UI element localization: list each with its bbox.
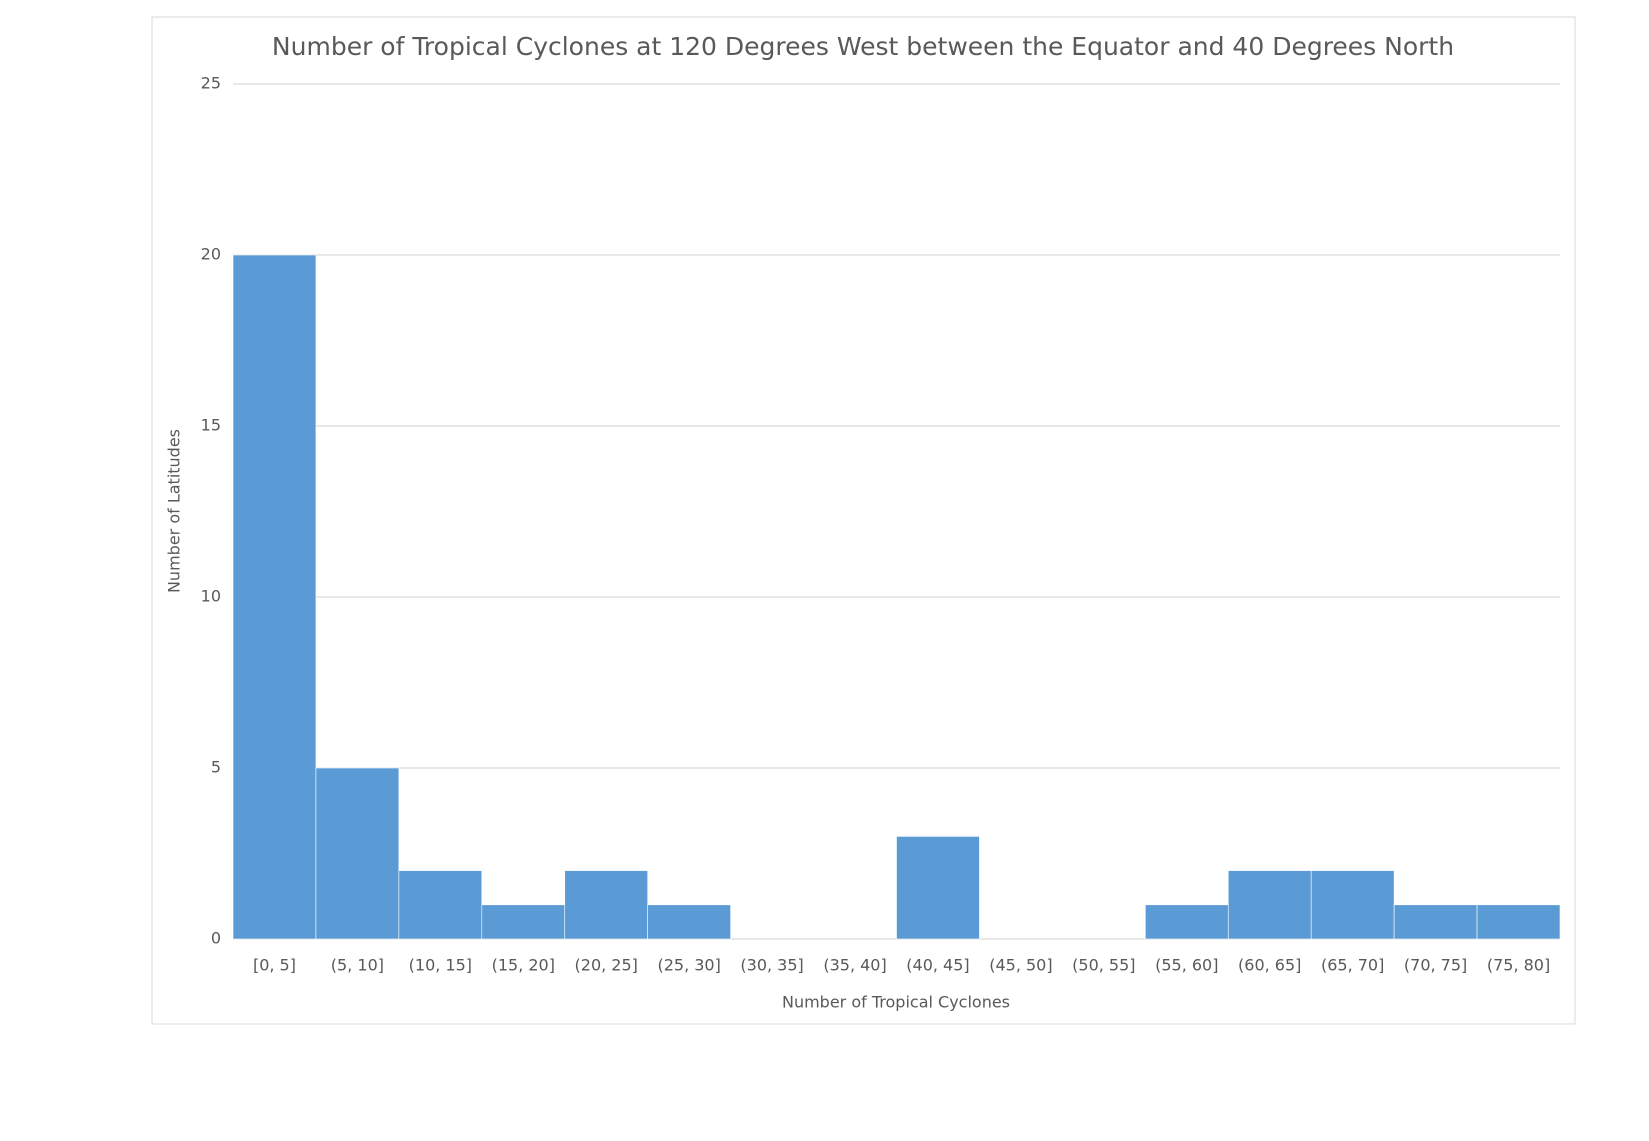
- bar: [896, 836, 980, 940]
- bar: [564, 870, 648, 940]
- x-tick-label: [0, 5]: [253, 956, 296, 975]
- y-tick-label: 10: [201, 587, 221, 606]
- bar: [1227, 870, 1312, 940]
- x-tick-label: (45, 50]: [989, 956, 1052, 975]
- x-tick-label: (70, 75]: [1404, 956, 1467, 975]
- bar: [1476, 904, 1561, 940]
- x-tick-label: (5, 10]: [331, 956, 384, 975]
- x-tick-label: (55, 60]: [1155, 956, 1218, 975]
- x-tick-label: (75, 80]: [1487, 956, 1550, 975]
- x-tick-label: (50, 55]: [1072, 956, 1135, 975]
- bar: [398, 870, 483, 940]
- y-tick-label: 5: [211, 758, 221, 777]
- bar: [1310, 870, 1395, 940]
- x-tick-label: (40, 45]: [906, 956, 969, 975]
- x-tick-label: (35, 40]: [823, 956, 886, 975]
- x-tick-label: (10, 15]: [409, 956, 472, 975]
- y-tick-label: 0: [211, 929, 221, 948]
- bar: [1145, 904, 1229, 940]
- y-tick-label: 25: [201, 74, 221, 93]
- x-tick-label: (15, 20]: [492, 956, 555, 975]
- y-tick-label: 15: [201, 416, 221, 435]
- x-tick-label: (65, 70]: [1321, 956, 1384, 975]
- x-tick-label: (60, 65]: [1238, 956, 1301, 975]
- x-tick-label: (30, 35]: [740, 956, 803, 975]
- x-tick-label: (25, 30]: [657, 956, 720, 975]
- x-tick-label: (20, 25]: [575, 956, 638, 975]
- y-axis-title: Number of Latitudes: [165, 429, 184, 593]
- bar: [315, 767, 400, 940]
- bar: [481, 904, 566, 940]
- chart-title: Number of Tropical Cyclones at 120 Degre…: [272, 32, 1454, 61]
- bar: [232, 254, 317, 940]
- bar: [647, 904, 731, 940]
- bar: [1393, 904, 1478, 940]
- y-tick-label: 20: [201, 245, 221, 264]
- x-axis-title: Number of Tropical Cyclones: [782, 993, 1010, 1012]
